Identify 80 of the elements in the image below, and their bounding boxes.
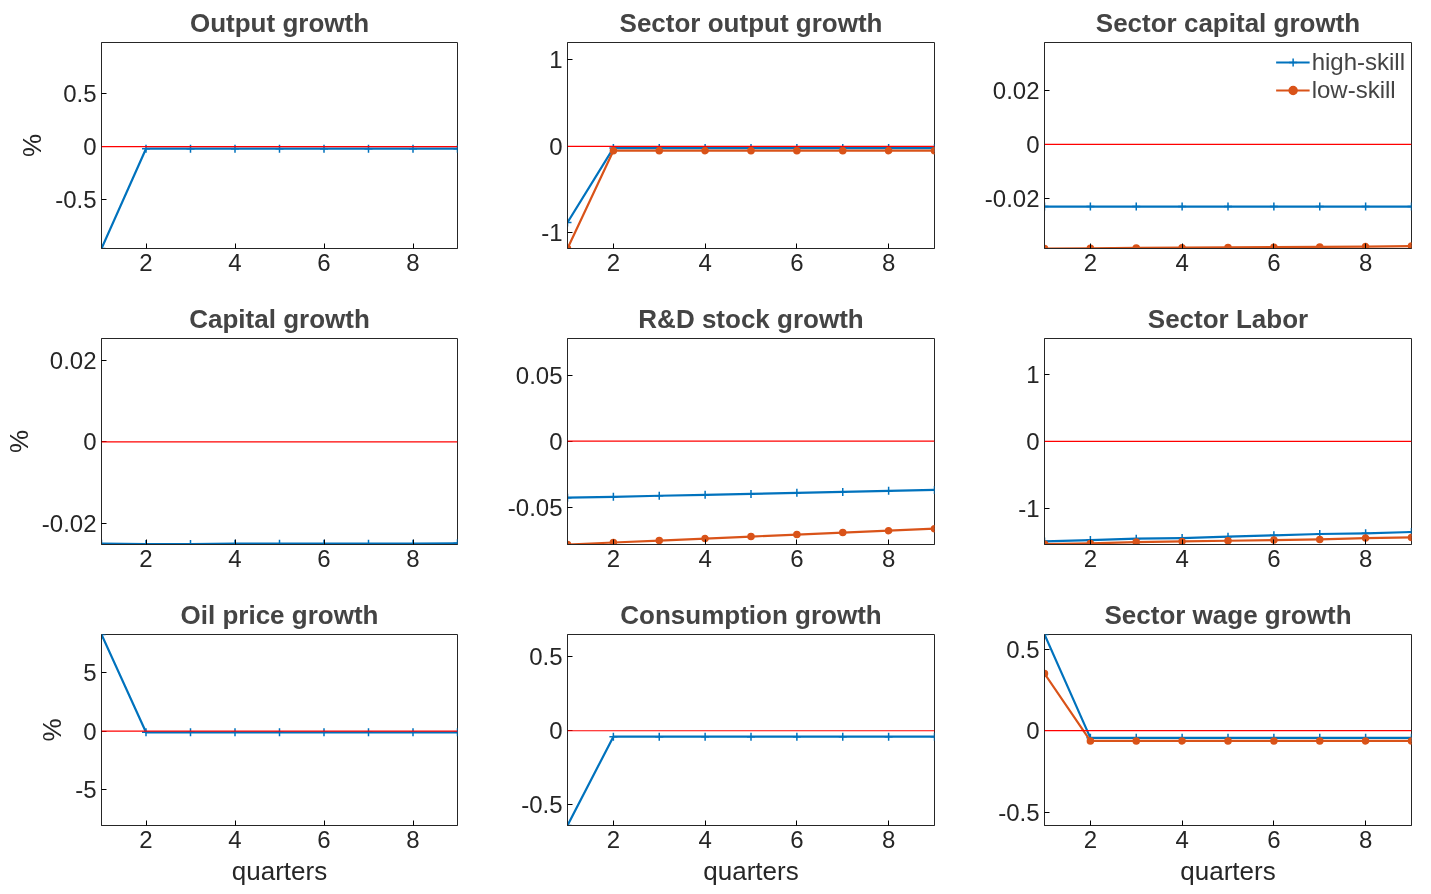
x-tick-label: 4 — [1175, 825, 1189, 853]
x-tick-label: 4 — [698, 248, 712, 276]
y-tick-label: 0.5 — [529, 643, 563, 671]
x-tick-label: 6 — [790, 825, 804, 853]
y-tick-label: 0 — [1026, 717, 1040, 745]
x-tick-label: 4 — [698, 825, 712, 853]
y-tick-label: -5 — [75, 775, 97, 803]
y-axis-title: % — [37, 718, 68, 742]
x-tick-label: 8 — [1358, 825, 1373, 853]
chart-title: Consumption growth — [620, 599, 882, 630]
x-tick-label: 8 — [881, 544, 896, 572]
x-tick-label: 2 — [139, 544, 153, 572]
y-tick-label: -1 — [541, 219, 563, 247]
x-tick-label: 2 — [139, 248, 153, 276]
x-tick-label: 8 — [1358, 544, 1373, 572]
y-tick-label: 0 — [83, 428, 97, 456]
y-tick-label: 0 — [549, 132, 563, 160]
x-tick-label: 6 — [1267, 248, 1281, 276]
y-tick-label: -0.5 — [521, 791, 563, 819]
x-tick-label: 8 — [881, 248, 896, 276]
y-tick-label: 1 — [1026, 360, 1040, 388]
x-tick-label: 2 — [606, 544, 621, 572]
x-tick-label: 2 — [1083, 825, 1098, 853]
y-tick-label: 0.02 — [992, 76, 1040, 104]
x-tick-label: 8 — [406, 248, 420, 276]
y-tick-label: -0.02 — [41, 510, 97, 538]
chart-title: Sector wage growth — [1104, 599, 1352, 630]
y-axis-title: % — [3, 429, 34, 454]
y-tick-label: -0.02 — [984, 184, 1040, 212]
x-tick-label: 4 — [698, 544, 712, 572]
y-tick-label: 0.02 — [49, 346, 97, 374]
x-tick-label: 4 — [1175, 248, 1189, 276]
x-tick-label: 8 — [406, 544, 420, 572]
chart-title: Oil price growth — [180, 599, 379, 630]
y-tick-label: 5 — [83, 659, 97, 687]
y-tick-label: 0 — [549, 717, 563, 745]
legend-label: low-skill — [1311, 76, 1396, 104]
y-axis-title: % — [17, 133, 48, 158]
x-axis-title: quarters — [231, 855, 328, 886]
chart-title: Output growth — [189, 7, 370, 38]
x-tick-label: 8 — [881, 825, 896, 853]
y-tick-label: 0 — [83, 717, 97, 745]
y-tick-label: -0.5 — [55, 186, 97, 214]
y-tick-label: -1 — [1018, 494, 1040, 522]
x-axis-title: quarters — [703, 855, 799, 886]
chart-title: R&D stock growth — [638, 303, 864, 334]
y-tick-label: -0.05 — [507, 493, 563, 521]
x-tick-label: 6 — [317, 825, 331, 853]
x-tick-label: 6 — [1267, 544, 1281, 572]
x-tick-label: 4 — [228, 825, 242, 853]
x-tick-label: 2 — [1083, 544, 1098, 572]
x-tick-label: 4 — [1175, 544, 1189, 572]
chart-title: Capital growth — [189, 303, 370, 334]
y-tick-label: -0.5 — [998, 798, 1040, 826]
chart-title: Sector capital growth — [1095, 7, 1361, 38]
x-tick-label: 6 — [790, 544, 804, 572]
x-tick-label: 2 — [1083, 248, 1098, 276]
legend-label: high-skill — [1311, 48, 1405, 76]
y-tick-label: 0 — [1026, 427, 1040, 455]
chart-title: Sector Labor — [1147, 303, 1309, 334]
x-tick-label: 6 — [790, 248, 804, 276]
x-tick-label: 8 — [1358, 248, 1373, 276]
chart-title: Sector output growth — [619, 7, 883, 38]
x-tick-label: 2 — [606, 248, 621, 276]
x-tick-label: 6 — [317, 544, 331, 572]
x-tick-label: 8 — [406, 825, 420, 853]
x-tick-label: 2 — [606, 825, 621, 853]
y-tick-label: 0.5 — [1006, 635, 1040, 663]
y-tick-label: 1 — [549, 46, 563, 74]
y-tick-label: 0 — [549, 427, 563, 455]
x-tick-label: 4 — [228, 248, 242, 276]
y-tick-label: 0 — [1026, 130, 1040, 158]
x-axis-title: quarters — [1180, 855, 1276, 886]
x-tick-label: 4 — [228, 544, 242, 572]
x-tick-label: 6 — [1267, 825, 1281, 853]
x-tick-label: 2 — [139, 825, 153, 853]
y-tick-label: 0 — [83, 133, 97, 161]
y-tick-label: 0.5 — [63, 79, 97, 107]
x-tick-label: 6 — [317, 248, 331, 276]
y-tick-label: 0.05 — [515, 361, 563, 389]
